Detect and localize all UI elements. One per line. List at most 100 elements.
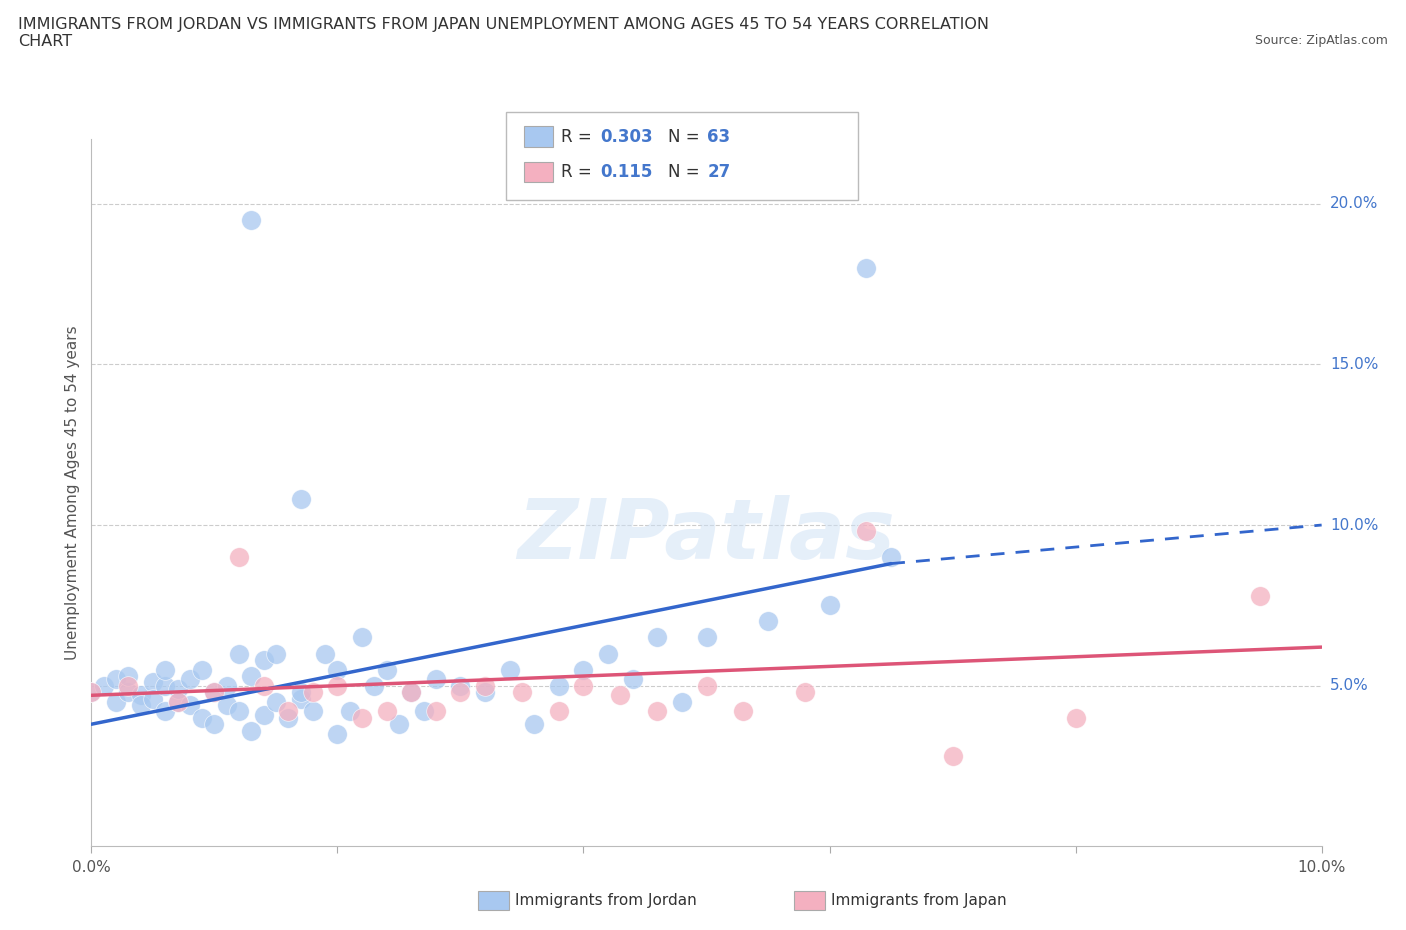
Point: [301, 684, 323, 699]
Point: [215, 698, 238, 712]
Point: [117, 684, 139, 699]
Point: [572, 678, 595, 693]
Point: [818, 598, 841, 613]
Point: [388, 717, 411, 732]
Point: [399, 684, 422, 699]
Point: [375, 704, 398, 719]
Text: Immigrants from Jordan: Immigrants from Jordan: [515, 893, 696, 908]
Point: [523, 717, 546, 732]
Point: [696, 678, 718, 693]
Point: [596, 646, 619, 661]
Point: [240, 669, 263, 684]
Text: 27: 27: [707, 163, 731, 181]
Point: [129, 688, 152, 703]
Point: [942, 749, 965, 764]
Point: [756, 614, 779, 629]
Point: [350, 630, 373, 644]
Text: ZIPatlas: ZIPatlas: [517, 495, 896, 576]
Point: [105, 695, 127, 710]
Text: N =: N =: [668, 127, 704, 146]
Point: [240, 212, 263, 227]
Point: [326, 726, 349, 741]
Point: [129, 698, 152, 712]
Point: [117, 669, 139, 684]
Text: 0.115: 0.115: [600, 163, 652, 181]
Point: [117, 678, 139, 693]
Point: [142, 691, 165, 706]
Point: [733, 704, 755, 719]
Point: [191, 662, 214, 677]
Point: [547, 678, 569, 693]
Point: [228, 646, 250, 661]
Point: [425, 671, 447, 686]
Point: [350, 711, 373, 725]
Point: [80, 684, 103, 699]
Text: Source: ZipAtlas.com: Source: ZipAtlas.com: [1254, 34, 1388, 47]
Text: CHART: CHART: [18, 34, 72, 49]
Point: [474, 684, 496, 699]
Point: [425, 704, 447, 719]
Point: [264, 695, 287, 710]
Point: [202, 684, 225, 699]
Point: [253, 653, 276, 668]
Point: [153, 678, 177, 693]
Point: [399, 684, 422, 699]
Point: [153, 662, 177, 677]
Y-axis label: Unemployment Among Ages 45 to 54 years: Unemployment Among Ages 45 to 54 years: [65, 326, 80, 660]
Point: [449, 678, 471, 693]
Point: [609, 688, 631, 703]
Point: [93, 678, 115, 693]
Point: [253, 678, 276, 693]
Point: [412, 704, 434, 719]
Point: [80, 684, 103, 699]
Point: [215, 678, 238, 693]
Point: [142, 675, 165, 690]
Point: [264, 646, 287, 661]
Text: N =: N =: [668, 163, 704, 181]
Point: [510, 684, 533, 699]
Point: [166, 695, 188, 710]
Text: 5.0%: 5.0%: [1330, 678, 1368, 693]
Point: [572, 662, 595, 677]
Point: [645, 630, 668, 644]
Text: R =: R =: [561, 127, 598, 146]
Point: [363, 678, 385, 693]
Point: [314, 646, 336, 661]
Point: [202, 717, 225, 732]
Point: [179, 698, 201, 712]
Point: [277, 704, 299, 719]
Text: Immigrants from Japan: Immigrants from Japan: [831, 893, 1007, 908]
Point: [105, 671, 127, 686]
Text: 63: 63: [707, 127, 730, 146]
Point: [375, 662, 398, 677]
Point: [290, 684, 312, 699]
Text: IMMIGRANTS FROM JORDAN VS IMMIGRANTS FROM JAPAN UNEMPLOYMENT AMONG AGES 45 TO 54: IMMIGRANTS FROM JORDAN VS IMMIGRANTS FRO…: [18, 17, 990, 32]
Point: [166, 695, 188, 710]
Point: [240, 724, 263, 738]
Point: [277, 711, 299, 725]
Point: [474, 678, 496, 693]
Point: [547, 704, 569, 719]
Point: [880, 550, 903, 565]
Point: [301, 704, 323, 719]
Point: [153, 704, 177, 719]
Point: [645, 704, 668, 719]
Point: [793, 684, 815, 699]
Point: [1249, 589, 1271, 604]
Point: [202, 684, 225, 699]
Point: [290, 492, 312, 507]
Point: [326, 662, 349, 677]
Point: [449, 684, 471, 699]
Text: 15.0%: 15.0%: [1330, 357, 1378, 372]
Point: [671, 695, 693, 710]
Point: [498, 662, 520, 677]
Text: 0.303: 0.303: [600, 127, 652, 146]
Point: [621, 671, 644, 686]
Point: [290, 691, 312, 706]
Point: [166, 682, 188, 697]
Text: 10.0%: 10.0%: [1330, 517, 1378, 533]
Point: [326, 678, 349, 693]
Text: 20.0%: 20.0%: [1330, 196, 1378, 211]
Point: [1064, 711, 1087, 725]
Point: [179, 671, 201, 686]
